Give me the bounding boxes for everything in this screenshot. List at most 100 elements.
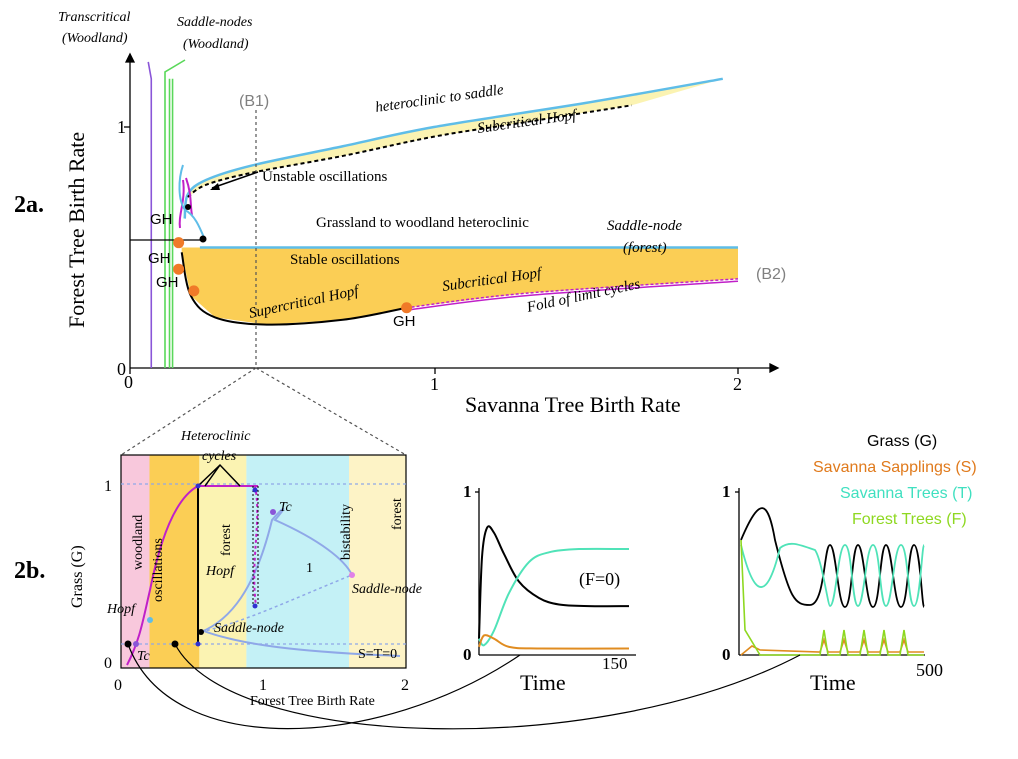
y-tick-0-bif: 0 <box>104 655 112 672</box>
forest-paren-label: (forest) <box>623 240 667 256</box>
x-axis-arrow-2a <box>769 362 780 374</box>
fold-of-limit-cycles-curve <box>406 280 739 311</box>
black-point-2a <box>199 235 207 243</box>
ts2-grass-line <box>740 507 925 608</box>
heteroclinic-to-saddle-curve <box>183 77 724 219</box>
saddle-node-forest-label: Saddle-node <box>607 218 682 234</box>
tc-label-lower: Tc <box>137 649 151 664</box>
x-axis-label-ts2: Time <box>810 670 856 695</box>
region-label-oscillations: oscillations <box>151 538 166 602</box>
stable-oscillations-label: Stable oscillations <box>290 252 400 268</box>
axes-2a <box>124 52 780 374</box>
forest-branch-curve <box>200 507 353 633</box>
gh-point-1 <box>173 237 185 249</box>
y-axis-label-2a: Forest Tree Birth Rate <box>64 132 89 328</box>
unstable-periodic-curve <box>253 485 259 607</box>
saddle-node-label-right: Saddle-node <box>352 582 422 597</box>
star-point-4 <box>252 603 258 609</box>
stable-branch-curve <box>126 485 258 666</box>
ts1-series-0 <box>478 525 630 639</box>
grassland-to-woodland-label: Grassland to woodland heteroclinic <box>316 215 529 231</box>
gh-label-2: GH <box>148 250 171 267</box>
region-label-forest-1: forest <box>219 524 234 556</box>
cycles-label: cycles <box>202 449 237 464</box>
star-point-2 <box>195 641 201 647</box>
legend-savanna-trees: Savanna Trees (T) <box>840 485 973 502</box>
x-tick-1-2a: 1 <box>430 374 439 394</box>
y-tick-1-ts2: 1 <box>722 482 731 501</box>
legend-grass: Grass (G) <box>867 433 937 450</box>
y-tick-1-ts1: 1 <box>463 482 472 501</box>
unstable-oscillations-arrow <box>211 171 259 189</box>
lower-branch-curve <box>200 629 401 657</box>
unstable-forest-branch <box>200 574 353 633</box>
saddle-node-woodland-hook <box>164 59 186 368</box>
ts1-series-group <box>478 525 630 650</box>
region-label-forest-2: forest <box>390 498 405 530</box>
x-tick-2-bif: 2 <box>401 677 409 694</box>
tc-label-upper: Tc <box>279 500 293 515</box>
unstable-oscillations-region <box>184 78 723 219</box>
x-tick-max-ts1: 150 <box>602 654 628 673</box>
zoom-connector-left <box>120 367 257 456</box>
subcritical-hopf-upper-curve <box>187 104 632 198</box>
stable-oscillations-region <box>181 247 738 325</box>
star-point-3 <box>252 487 258 493</box>
cusp-heteroclinic-curve <box>178 164 206 241</box>
x-tick-0-2a: 0 <box>124 372 133 392</box>
transcritical-sub-label: (Woodland) <box>62 31 128 46</box>
s-t-zero-label: S=T=0 <box>358 647 397 662</box>
saddle-nodes-sub-label: (Woodland) <box>183 37 249 52</box>
y-tick-0-ts2: 0 <box>722 645 731 664</box>
x-tick-max-ts2: 500 <box>916 660 943 680</box>
y-tick-0-ts1: 0 <box>463 645 472 664</box>
x-axis-label-ts1: Time <box>520 670 566 695</box>
gh-label-3: GH <box>156 274 179 291</box>
subcritical-hopf-lower-curve <box>406 278 739 309</box>
ts2-savanna-trees-line <box>740 542 925 607</box>
heteroclinic-label: Heteroclinic <box>180 429 251 444</box>
black-point-bif-3 <box>198 629 204 635</box>
black-point-upper-2a <box>185 204 191 210</box>
cusp-curves <box>178 177 193 229</box>
gh-point-3 <box>188 285 200 297</box>
connector-arc-1 <box>127 643 521 730</box>
heteroclinic-to-saddle-label: heteroclinic to saddle <box>374 82 505 116</box>
y-axis-label-bif: Grass (G) <box>69 545 86 608</box>
unstable-oscillations-label: Unstable oscillations <box>262 169 388 185</box>
panel-label-b: 2b. <box>14 558 45 584</box>
zoom-connector-right <box>255 367 407 456</box>
y-axis-arrow-2a <box>124 52 136 63</box>
b1-label: (B1) <box>239 93 269 110</box>
x-tick-0-bif: 0 <box>114 677 122 694</box>
bifurcation-regions <box>121 455 406 668</box>
hopf-label-lower: Hopf <box>106 602 137 617</box>
transcritical-line <box>147 61 153 368</box>
saddle-node-label-lower: Saddle-node <box>214 621 284 636</box>
branch-number-label: 1 <box>306 561 313 576</box>
tc-point-lower <box>133 641 139 647</box>
hopf-label-upper: Hopf <box>205 564 236 579</box>
b2-label: (B2) <box>756 266 786 283</box>
homoclinic-lines <box>252 486 259 606</box>
bif-region-forest-4 <box>349 455 406 668</box>
legend-sapplings: Savanna Sapplings (S) <box>813 459 977 476</box>
gh-points-group <box>173 237 413 314</box>
ts2-forest-trees-line <box>740 539 924 656</box>
gh-label-1: GH <box>150 211 173 228</box>
heteroclinic-cycles-pointer <box>197 463 241 487</box>
gh-point-2 <box>173 263 185 275</box>
f-zero-annotation: (F=0) <box>579 569 620 590</box>
x-tick-2-2a: 2 <box>733 374 742 394</box>
saddle-node-point <box>349 572 355 578</box>
region-label-bistability: bistability <box>339 504 354 560</box>
ts1-series-2 <box>478 634 630 650</box>
x-axis-label-bif: Forest Tree Birth Rate <box>250 694 375 709</box>
hopf-point <box>147 617 153 623</box>
saddle-nodes-label: Saddle-nodes <box>177 15 253 30</box>
x-tick-1-bif: 1 <box>259 677 267 694</box>
transcritical-label: Transcritical <box>58 10 130 25</box>
y-tick-1-2a: 1 <box>117 117 126 137</box>
arrow-head-2a <box>210 183 220 190</box>
